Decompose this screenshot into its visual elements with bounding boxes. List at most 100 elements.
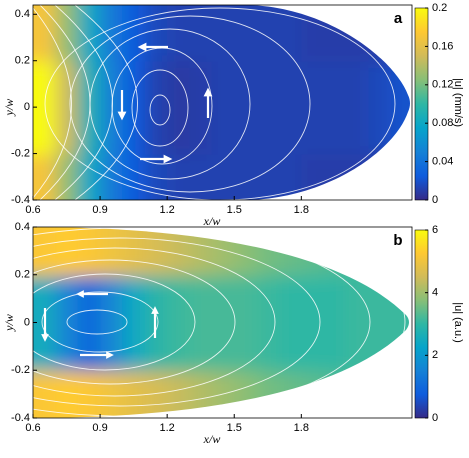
heat-cell: [323, 153, 348, 200]
heat-cell: [100, 153, 124, 200]
streamline: [74, 5, 138, 200]
heat-cell: [234, 107, 258, 155]
heat-cell: [346, 5, 370, 62]
heat-cell: [33, 274, 57, 324]
heat-cell: [278, 227, 303, 276]
heat-cell: [256, 274, 280, 324]
heat-cell: [55, 5, 79, 62]
flow-arrows: [117, 42, 213, 164]
y-tick-label: 0.4: [15, 221, 30, 233]
heat-cell: [144, 60, 169, 109]
heat-cell: [122, 370, 146, 418]
heat-cell: [33, 60, 57, 109]
streamline: [41, 291, 159, 353]
streamline: [33, 237, 321, 407]
heat-cell: [100, 322, 124, 372]
heat-cell: [301, 322, 325, 372]
streamline: [66, 309, 128, 335]
y-axis-label: y/w: [2, 99, 16, 117]
heat-cell: [122, 322, 146, 372]
heat-cell: [256, 5, 280, 62]
heat-cell: [323, 5, 348, 62]
streamline: [44, 7, 396, 200]
heat-cell: [323, 274, 348, 324]
heat-cell: [368, 60, 392, 109]
heat-cell: [100, 274, 124, 324]
heat-cell: [368, 370, 392, 418]
x-tick-label: 0.9: [92, 422, 107, 434]
heat-cell: [346, 370, 370, 418]
heat-cell: [167, 322, 191, 372]
heat-cell: [256, 60, 280, 109]
x-axis-label: x/w: [203, 432, 221, 446]
heat-cell: [33, 370, 57, 418]
panel-label: a: [394, 10, 403, 27]
heat-cell: [167, 274, 191, 324]
heat-cell: [189, 322, 213, 372]
heat-cell: [144, 107, 169, 155]
heat-cell: [55, 60, 79, 109]
heat-cell: [77, 227, 102, 276]
colorbar-tick-label: 0.16: [432, 40, 453, 52]
heat-cell: [368, 227, 392, 276]
heat-cell: [234, 322, 258, 372]
heat-cell: [278, 274, 303, 324]
heat-cell: [167, 5, 191, 62]
heat-cell: [256, 107, 280, 155]
heat-cell: [167, 153, 191, 200]
heat-cell: [144, 274, 169, 324]
heat-cell: [33, 153, 57, 200]
heat-cell: [323, 60, 348, 109]
heat-cell: [211, 274, 236, 324]
heat-cell: [301, 60, 325, 109]
colorbar-tick-label: 0.12: [432, 79, 453, 91]
heat-cell: [211, 153, 236, 200]
heat-cell: [256, 153, 280, 200]
heat-cell: [189, 227, 213, 276]
colorbar-tick-label: 0: [432, 194, 438, 206]
x-tick-label: 0.6: [25, 422, 40, 434]
heat-cell: [33, 107, 57, 155]
heat-cell: [144, 227, 169, 276]
heat-cell: [278, 322, 303, 372]
heat-cell: [122, 274, 146, 324]
field-clip: [33, 5, 410, 200]
axes-frame: [32, 4, 413, 201]
colorbar-label: |u| (mm/s): [452, 78, 464, 127]
heat-cell: [122, 107, 146, 155]
y-tick-label: -0.2: [11, 147, 30, 159]
streamline: [33, 7, 72, 199]
heat-cell: [301, 5, 325, 62]
heat-cell: [122, 60, 146, 109]
heat-cell: [256, 322, 280, 372]
heat-cell: [323, 370, 348, 418]
colorbar-tick-label: 2: [432, 349, 438, 361]
heat-cell: [33, 5, 57, 62]
heat-cell: [33, 227, 57, 276]
heat-cell: [211, 60, 236, 109]
heat-cell: [234, 274, 258, 324]
heat-cell: [211, 107, 236, 155]
streamlines: [33, 5, 396, 200]
heat-cell: [77, 274, 102, 324]
heat-cell: [323, 227, 348, 276]
x-tick-label: 1.5: [227, 204, 242, 216]
flow-arrows: [41, 290, 159, 359]
x-axis-label: x/w: [203, 214, 221, 228]
heat-cell: [234, 5, 258, 62]
heat-cell: [77, 5, 102, 62]
streamline: [69, 15, 311, 193]
y-tick-label: 0.2: [15, 55, 30, 67]
heatmap: [33, 5, 410, 200]
heat-cell: [77, 322, 102, 372]
y-tick-label: 0.4: [15, 8, 30, 20]
heat-cell: [55, 107, 79, 155]
heat-cell: [189, 107, 213, 155]
colorbar: [414, 7, 429, 201]
panel-b: 0.6 0.9 1.2 1.5 1.8 -0.4 -0.2 0 0.2 0.4 b x/w y/w 0 2 4…: [2, 221, 464, 446]
heat-cell: [211, 5, 236, 62]
heat-cell: [189, 153, 213, 200]
field-clip: [33, 227, 409, 418]
heat-cell: [167, 60, 191, 109]
heat-cell: [189, 5, 213, 62]
